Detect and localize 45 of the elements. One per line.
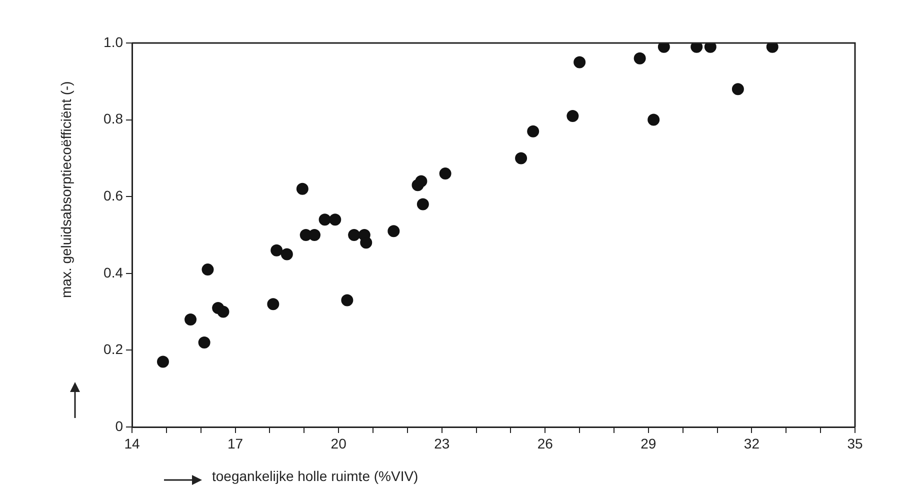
- y-tick-label: 0: [115, 418, 124, 434]
- point: [341, 294, 354, 306]
- x-tick-label: 29: [640, 435, 656, 452]
- point: [202, 264, 214, 276]
- x-tick-label: 17: [227, 435, 244, 452]
- point: [296, 182, 308, 195]
- point: [658, 43, 670, 53]
- x-tick-label: 26: [537, 435, 554, 452]
- point: [415, 175, 428, 188]
- y-axis-title: max. geluidsabsorptiecoëfficiënt (-): [58, 80, 75, 300]
- point: [360, 236, 372, 249]
- point: [156, 356, 169, 368]
- point: [198, 336, 210, 349]
- x-tick-label: 32: [744, 435, 760, 452]
- point: [527, 125, 540, 138]
- y-tick-label: 0.2: [104, 341, 124, 358]
- point: [416, 198, 429, 210]
- point: [388, 225, 400, 238]
- point: [184, 313, 197, 326]
- point: [704, 43, 716, 53]
- point: [270, 244, 283, 256]
- point: [267, 298, 280, 310]
- point: [690, 43, 703, 53]
- x-tick-label: 14: [124, 435, 140, 452]
- point: [515, 152, 528, 164]
- point: [348, 229, 360, 241]
- point: [439, 168, 452, 180]
- point: [648, 114, 660, 126]
- point: [566, 110, 579, 122]
- x-tick-label: 23: [434, 435, 450, 452]
- point: [318, 214, 331, 226]
- point: [329, 214, 342, 226]
- point: [217, 306, 230, 318]
- point: [766, 43, 778, 53]
- point: [574, 56, 586, 68]
- y-tick-label: 0.4: [104, 264, 124, 280]
- point: [732, 83, 744, 96]
- y-tick-label: 1.0: [104, 34, 124, 50]
- point: [280, 248, 293, 260]
- y-tick-label: 0.8: [104, 110, 124, 127]
- y-tick-label: 0.6: [104, 187, 124, 204]
- x-tick-label: 35: [847, 435, 863, 452]
- x-tick-label: 20: [330, 435, 347, 452]
- point: [634, 52, 646, 64]
- x-axis-title: toegankelijke holle ruimte (%VIV): [212, 468, 418, 484]
